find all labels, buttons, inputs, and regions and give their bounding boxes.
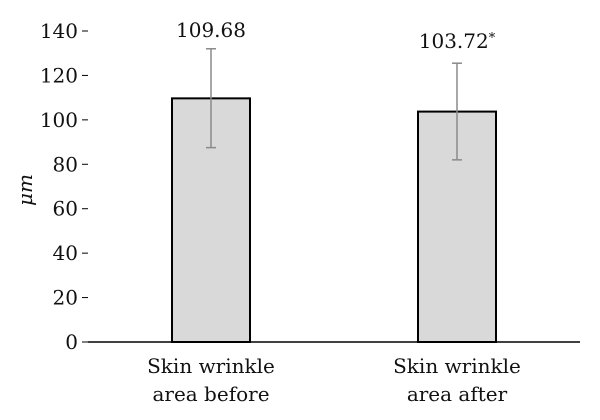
x-category-label: Skin wrinkle area after [393, 354, 521, 406]
x-category-label-line: Skin wrinkle [393, 354, 521, 378]
y-tick-label: 20 [53, 286, 78, 310]
x-category-label-line: area after [407, 382, 508, 406]
y-tick-label: 100 [40, 108, 78, 132]
y-tick-label: 80 [53, 152, 78, 176]
data-label: 109.68 [176, 18, 246, 42]
x-category-label-line: area before [152, 382, 269, 406]
x-category-label-line: Skin wrinkle [147, 354, 275, 378]
y-tick-label: 0 [65, 330, 78, 354]
x-axis: Skin wrinkle area before Skin wrinkle area … [88, 341, 580, 406]
y-tick-label: 120 [40, 63, 78, 87]
y-axis: 0 20 40 60 80 100 120 140 [40, 19, 88, 354]
y-tick-label: 40 [53, 241, 78, 265]
significance-mark: * [489, 31, 496, 46]
y-tick-label: 60 [53, 197, 78, 221]
bars: 109.68 103.72* [171, 18, 497, 343]
x-category-label: Skin wrinkle area before [147, 354, 275, 406]
y-tick-label: 140 [40, 19, 78, 43]
y-axis-title: μm [13, 174, 37, 206]
data-label: 103.72* [419, 29, 496, 53]
